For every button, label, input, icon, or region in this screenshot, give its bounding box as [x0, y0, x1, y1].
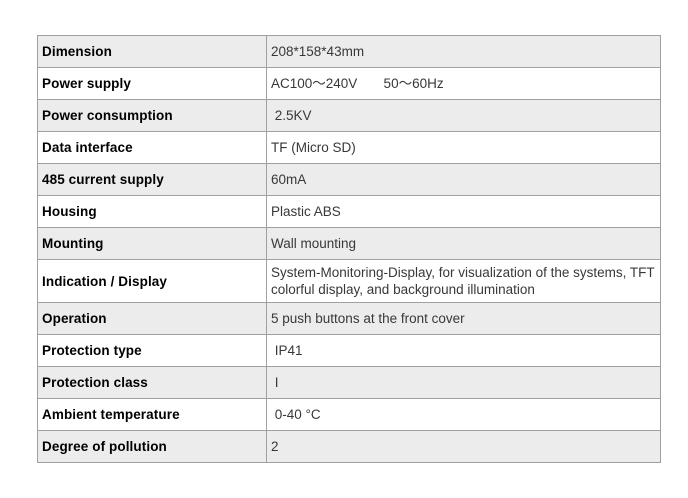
table-row: Indication / Display System-Monitoring-D…: [37, 259, 661, 303]
spec-value: 2.5KV: [266, 99, 661, 132]
table-row: Dimension 208*158*43mm: [37, 35, 661, 68]
spec-label: Ambient temperature: [37, 398, 267, 431]
spec-value: 5 push buttons at the front cover: [266, 302, 661, 335]
spec-label: 485 current supply: [37, 163, 267, 196]
spec-label: Data interface: [37, 131, 267, 164]
table-row: Power supply AC100～240V 50～60Hz: [37, 67, 661, 100]
spec-label: Degree of pollution: [37, 430, 267, 463]
table-row: 485 current supply 60mA: [37, 163, 661, 196]
spec-value: System-Monitoring-Display, for visualiza…: [266, 259, 661, 303]
spec-value: Plastic ABS: [266, 195, 661, 228]
table-row: Operation 5 push buttons at the front co…: [37, 302, 661, 335]
specification-table: Dimension 208*158*43mm Power supply AC10…: [37, 35, 661, 463]
spec-value: 2: [266, 430, 661, 463]
spec-label: Power consumption: [37, 99, 267, 132]
spec-label: Power supply: [37, 67, 267, 100]
table-row: Mounting Wall mounting: [37, 227, 661, 260]
table-row: Power consumption 2.5KV: [37, 99, 661, 132]
spec-value: TF (Micro SD): [266, 131, 661, 164]
spec-value: Wall mounting: [266, 227, 661, 260]
table-row: Protection type IP41: [37, 334, 661, 367]
spec-value: IP41: [266, 334, 661, 367]
spec-label: Dimension: [37, 35, 267, 68]
spec-label: Housing: [37, 195, 267, 228]
spec-value: 60mA: [266, 163, 661, 196]
spec-value: I: [266, 366, 661, 399]
spec-label: Mounting: [37, 227, 267, 260]
table-row: Protection class I: [37, 366, 661, 399]
spec-label: Indication / Display: [37, 259, 267, 303]
spec-value: 208*158*43mm: [266, 35, 661, 68]
table-row: Data interface TF (Micro SD): [37, 131, 661, 164]
spec-label: Operation: [37, 302, 267, 335]
table-row: Degree of pollution 2: [37, 430, 661, 463]
table-row: Ambient temperature 0-40 °C: [37, 398, 661, 431]
table-row: Housing Plastic ABS: [37, 195, 661, 228]
spec-label: Protection type: [37, 334, 267, 367]
spec-value: 0-40 °C: [266, 398, 661, 431]
spec-label: Protection class: [37, 366, 267, 399]
spec-value: AC100～240V 50～60Hz: [266, 67, 661, 100]
